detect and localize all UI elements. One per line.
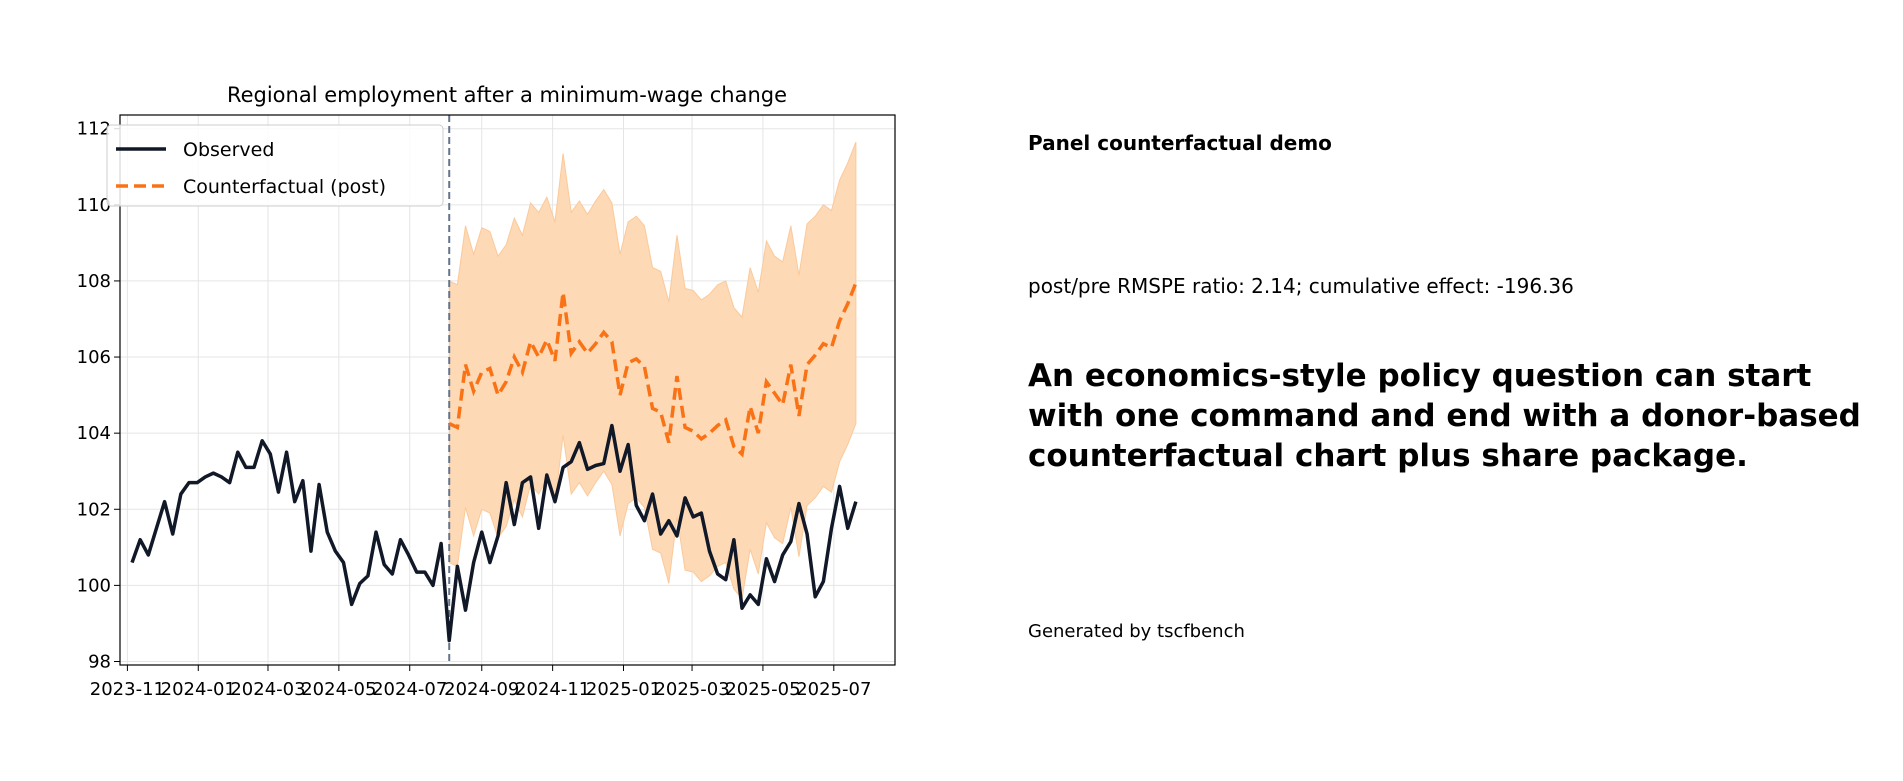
panel-heading: Panel counterfactual demo: [1028, 131, 1332, 155]
y-tick-label: 108: [77, 271, 111, 292]
legend-counterfactual-label: Counterfactual (post): [183, 176, 386, 198]
y-tick-label: 104: [77, 423, 111, 444]
x-tick-label: 2024-03: [230, 679, 305, 700]
x-tick-label: 2025-01: [586, 679, 661, 700]
x-tick-label: 2024-05: [301, 679, 376, 700]
y-tick-label: 106: [77, 347, 111, 368]
series-lines: [130, 282, 858, 643]
x-tick-label: 2023-11: [90, 679, 165, 700]
message-text: An economics-style policy question can s…: [1028, 358, 1861, 474]
footer-text: Generated by tscfbench: [1028, 621, 1245, 642]
x-tick-label: 2024-01: [161, 679, 236, 700]
x-tick-label: 2024-11: [515, 679, 590, 700]
y-tick-label: 102: [77, 499, 111, 520]
y-tick-label: 100: [77, 575, 111, 596]
stats-text: post/pre RMSPE ratio: 2.14; cumulative e…: [1028, 274, 1574, 298]
legend-box: [106, 124, 444, 207]
chart-title: Regional employment after a minimum-wage…: [227, 83, 787, 107]
observed-line: [130, 423, 858, 643]
x-tick-label: 2024-07: [372, 679, 447, 700]
x-tick-label: 2025-03: [654, 679, 729, 700]
plot-frame: [119, 114, 896, 666]
x-axis: 2023-112024-012024-032024-052024-072024-…: [90, 665, 871, 700]
y-tick-label: 110: [77, 195, 111, 216]
x-tick-label: 2025-07: [796, 679, 871, 700]
legend: Observed Counterfactual (post): [106, 124, 444, 207]
x-tick-label: 2025-05: [725, 679, 800, 700]
legend-observed-label: Observed: [183, 139, 274, 161]
y-tick-label: 98: [88, 652, 111, 673]
x-tick-label: 2024-09: [444, 679, 519, 700]
y-tick-label: 112: [77, 119, 111, 140]
